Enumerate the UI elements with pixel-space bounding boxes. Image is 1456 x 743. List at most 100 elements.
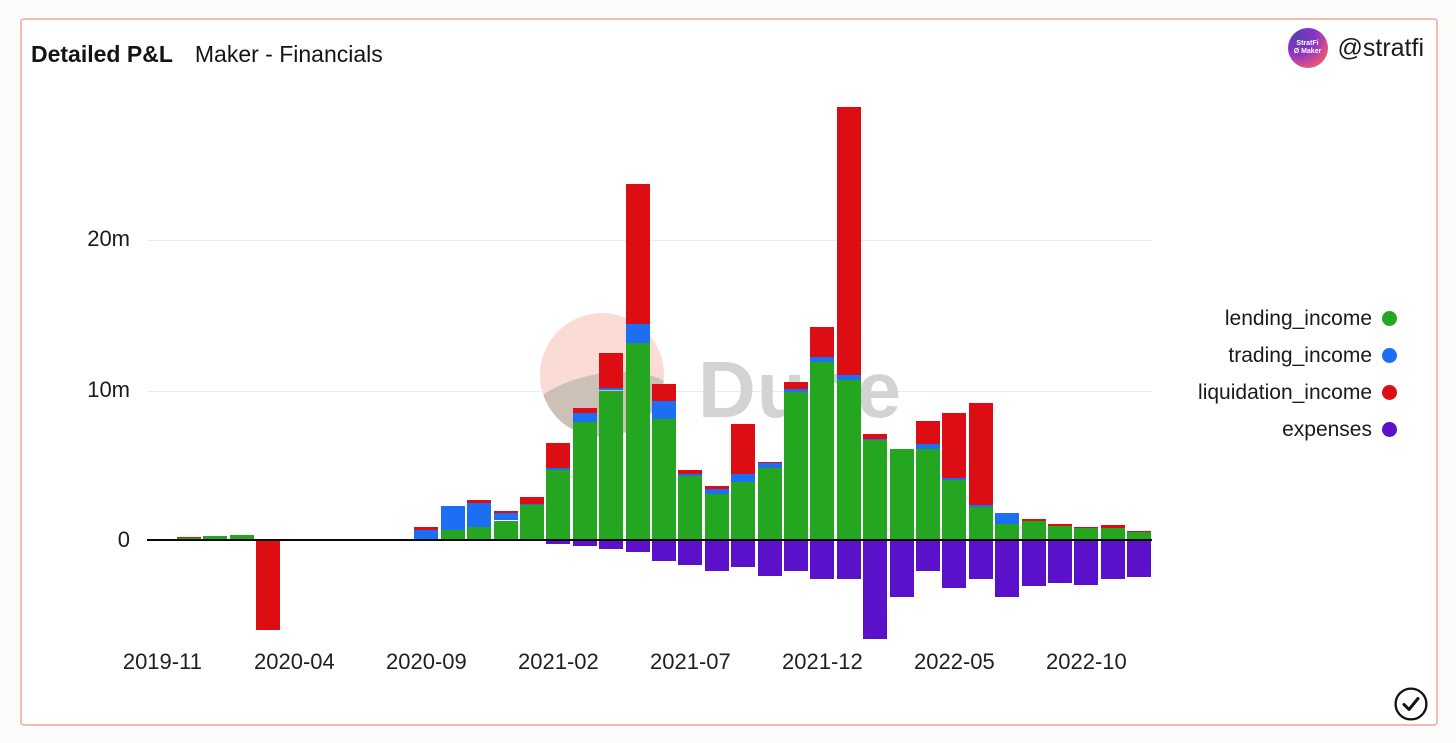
- bar-segment-lending_income-2022-09[interactable]: [1048, 525, 1072, 541]
- bar-segment-lending_income-2022-05[interactable]: [942, 479, 967, 542]
- bar-segment-liquidation_income-2021-11[interactable]: [784, 382, 808, 390]
- bar-segment-expenses-2021-07[interactable]: [678, 541, 703, 565]
- bar-segment-expenses-2022-02[interactable]: [863, 541, 888, 639]
- bar-segment-expenses-2022-06[interactable]: [968, 541, 993, 579]
- bar-segment-trading_income-2021-10[interactable]: [757, 462, 782, 468]
- bar-segment-lending_income-2022-01[interactable]: [836, 379, 861, 541]
- bar-segment-liquidation_income-2022-06[interactable]: [968, 402, 993, 505]
- bar-segment-expenses-2021-04[interactable]: [599, 541, 624, 549]
- legend-item-expenses[interactable]: expenses: [1198, 411, 1397, 448]
- bar-segment-expenses-2022-12[interactable]: [1127, 541, 1152, 577]
- bar-segment-lending_income-2021-07[interactable]: [678, 476, 703, 542]
- bar-segment-liquidation_income-2020-12[interactable]: [493, 510, 518, 513]
- bar-segment-expenses-2021-03[interactable]: [572, 541, 597, 546]
- bar-segment-trading_income-2021-04[interactable]: [599, 387, 624, 391]
- bar-segment-liquidation_income-2021-01[interactable]: [520, 497, 544, 505]
- bar-segment-liquidation_income-2020-11[interactable]: [467, 500, 492, 504]
- bar-segment-expenses-2021-09[interactable]: [731, 541, 756, 567]
- bar-segment-liquidation_income-2021-09[interactable]: [731, 423, 756, 474]
- bar-segment-lending_income-2022-10[interactable]: [1074, 528, 1099, 542]
- bar-segment-lending_income-2022-04[interactable]: [916, 449, 940, 542]
- bar-segment-expenses-2021-10[interactable]: [757, 541, 782, 576]
- bar-segment-lending_income-2021-01[interactable]: [520, 504, 544, 541]
- bar-segment-trading_income-2021-03[interactable]: [572, 412, 597, 423]
- bar-segment-expenses-2021-12[interactable]: [810, 541, 835, 579]
- bar-segment-lending_income-2022-07[interactable]: [995, 524, 1020, 542]
- bar-segment-lending_income-2022-11[interactable]: [1100, 528, 1125, 542]
- bar-segment-trading_income-2021-06[interactable]: [652, 401, 676, 420]
- bar-segment-trading_income-2021-05[interactable]: [625, 323, 650, 343]
- bar-segment-lending_income-2020-12[interactable]: [493, 520, 518, 541]
- bar-segment-trading_income-2021-02[interactable]: [546, 468, 571, 470]
- bar-segment-liquidation_income-2021-03[interactable]: [572, 407, 597, 413]
- bar-segment-trading_income-2022-04[interactable]: [916, 443, 940, 450]
- bar-segment-expenses-2021-05[interactable]: [625, 541, 650, 552]
- bar-segment-expenses-2021-02[interactable]: [546, 541, 571, 544]
- bar-segment-expenses-2022-08[interactable]: [1021, 541, 1046, 586]
- bar-segment-liquidation_income-2022-04[interactable]: [916, 420, 940, 444]
- bar-segment-lending_income-2021-03[interactable]: [572, 422, 597, 542]
- bar-segment-liquidation_income-2021-08[interactable]: [704, 486, 729, 490]
- bar-segment-trading_income-2020-11[interactable]: [467, 503, 492, 528]
- bar-segment-liquidation_income-2021-02[interactable]: [546, 443, 571, 469]
- bar-segment-trading_income-2022-05[interactable]: [942, 477, 967, 480]
- bar-segment-lending_income-2021-11[interactable]: [784, 392, 808, 541]
- bar-segment-expenses-2022-01[interactable]: [836, 541, 861, 579]
- bar-segment-liquidation_income-2022-05[interactable]: [942, 413, 967, 479]
- bar-segment-lending_income-2020-10[interactable]: [440, 530, 465, 542]
- bar-segment-liquidation_income-2020-09[interactable]: [414, 526, 439, 530]
- bar-segment-trading_income-2021-07[interactable]: [678, 473, 703, 477]
- bar-segment-liquidation_income-2021-04[interactable]: [599, 352, 624, 388]
- bar-segment-liquidation_income-2022-12[interactable]: [1127, 531, 1152, 533]
- legend-item-trading_income[interactable]: trading_income: [1198, 337, 1397, 374]
- bar-segment-trading_income-2021-01[interactable]: [520, 504, 544, 506]
- bar-segment-lending_income-2022-02[interactable]: [863, 440, 888, 542]
- bar-segment-lending_income-2022-03[interactable]: [889, 449, 914, 542]
- legend-item-lending_income[interactable]: lending_income: [1198, 300, 1397, 337]
- bar-segment-trading_income-2020-10[interactable]: [440, 506, 465, 531]
- bar-segment-trading_income-2022-06[interactable]: [968, 504, 993, 507]
- bar-segment-trading_income-2022-07[interactable]: [995, 513, 1020, 525]
- bar-segment-lending_income-2020-02[interactable]: [229, 534, 254, 541]
- bar-segment-expenses-2022-11[interactable]: [1100, 541, 1125, 579]
- bar-segment-liquidation_income-2022-01[interactable]: [836, 106, 861, 375]
- bar-segment-trading_income-2022-01[interactable]: [836, 374, 861, 380]
- bar-segment-lending_income-2021-09[interactable]: [731, 482, 756, 542]
- bar-segment-expenses-2021-06[interactable]: [652, 541, 676, 561]
- bar-segment-liquidation_income-2022-09[interactable]: [1048, 523, 1072, 526]
- bar-segment-liquidation_income-2022-11[interactable]: [1100, 525, 1125, 529]
- bar-segment-liquidation_income-2021-07[interactable]: [678, 469, 703, 474]
- bar-segment-expenses-2022-10[interactable]: [1074, 541, 1099, 585]
- bar-segment-liquidation_income-2022-02[interactable]: [863, 434, 888, 440]
- legend-item-liquidation_income[interactable]: liquidation_income: [1198, 374, 1397, 411]
- bar-segment-expenses-2022-03[interactable]: [889, 541, 914, 597]
- bar-segment-trading_income-2021-08[interactable]: [704, 489, 729, 495]
- verified-check-icon[interactable]: [1393, 686, 1429, 722]
- bar-segment-lending_income-2022-08[interactable]: [1021, 521, 1046, 542]
- bar-segment-liquidation_income-2020-03[interactable]: [256, 541, 280, 630]
- bar-segment-lending_income-2021-02[interactable]: [546, 470, 571, 542]
- bar-segment-expenses-2021-08[interactable]: [704, 541, 729, 571]
- bar-segment-lending_income-2022-06[interactable]: [968, 506, 993, 542]
- bar-segment-lending_income-2020-11[interactable]: [467, 527, 492, 542]
- bar-segment-trading_income-2021-12[interactable]: [810, 357, 835, 363]
- bar-segment-liquidation_income-2021-05[interactable]: [625, 183, 650, 324]
- bar-segment-lending_income-2021-06[interactable]: [652, 419, 676, 542]
- bar-segment-expenses-2022-07[interactable]: [995, 541, 1020, 597]
- bar-segment-liquidation_income-2021-06[interactable]: [652, 384, 676, 402]
- bar-segment-liquidation_income-2019-12[interactable]: [176, 537, 201, 539]
- bar-segment-trading_income-2021-09[interactable]: [731, 473, 756, 483]
- bar-segment-lending_income-2021-08[interactable]: [704, 494, 729, 542]
- bar-segment-lending_income-2021-10[interactable]: [757, 467, 782, 542]
- bar-segment-lending_income-2021-12[interactable]: [810, 361, 835, 541]
- bar-segment-expenses-2022-09[interactable]: [1048, 541, 1072, 583]
- bar-segment-trading_income-2021-11[interactable]: [784, 388, 808, 392]
- bar-segment-trading_income-2020-09[interactable]: [414, 529, 439, 541]
- bar-segment-liquidation_income-2021-12[interactable]: [810, 327, 835, 358]
- bar-segment-trading_income-2022-02[interactable]: [863, 439, 888, 441]
- bar-segment-trading_income-2020-12[interactable]: [493, 512, 518, 521]
- bar-segment-lending_income-2020-01[interactable]: [203, 536, 228, 542]
- bar-segment-lending_income-2021-05[interactable]: [625, 342, 650, 542]
- bar-segment-lending_income-2021-04[interactable]: [599, 390, 624, 542]
- bar-segment-lending_income-2022-12[interactable]: [1127, 531, 1152, 541]
